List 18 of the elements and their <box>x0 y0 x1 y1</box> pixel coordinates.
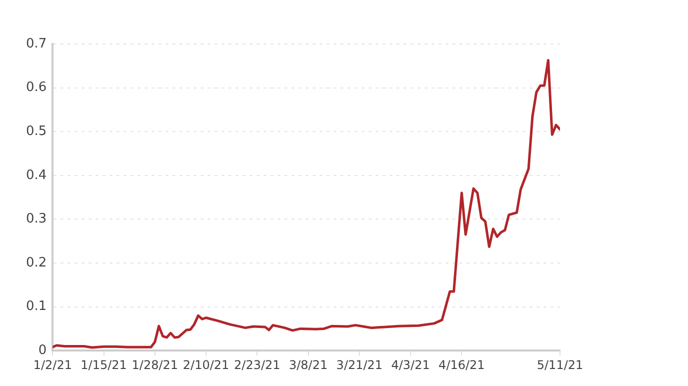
y-tick-label: 0.3 <box>26 212 47 227</box>
y-tick-label: 0.1 <box>26 299 47 314</box>
x-tick-label: 3/21/21 <box>336 358 383 372</box>
x-tick-label: 1/28/21 <box>132 358 178 372</box>
y-tick-label: 0 <box>38 342 47 358</box>
x-tick-label: 1/2/21 <box>33 358 72 372</box>
y-tick-label: 0.6 <box>26 80 47 96</box>
y-tick-label: 0.4 <box>26 168 47 183</box>
y-tick-label: 0.7 <box>26 36 47 52</box>
x-tick-label: 3/8/21 <box>288 358 328 372</box>
x-tick-label: 2/23/21 <box>234 358 280 372</box>
x-tick-label: 5/11/21 <box>536 358 584 372</box>
x-tick-label: 4/16/21 <box>438 358 485 372</box>
x-tick-label: 1/15/21 <box>80 358 127 372</box>
x-tick-label: 4/3/21 <box>391 358 430 372</box>
y-tick-label: 0.2 <box>26 255 47 270</box>
y-tick-label: 0.5 <box>26 124 47 139</box>
x-tick-label: 2/10/21 <box>182 358 230 372</box>
